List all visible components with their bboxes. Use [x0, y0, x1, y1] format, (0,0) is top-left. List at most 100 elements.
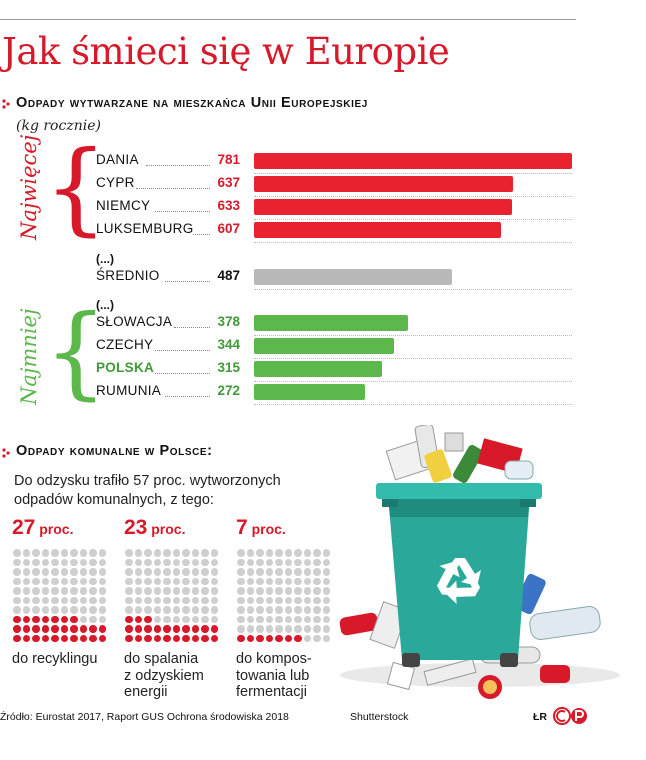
- empty-dot: [201, 568, 209, 576]
- empty-dot: [60, 596, 68, 604]
- empty-dot: [22, 577, 30, 585]
- empty-dot: [163, 577, 171, 585]
- empty-dot: [256, 596, 264, 604]
- stat-percentage: 23 proc.: [124, 516, 185, 540]
- empty-dot: [256, 625, 264, 633]
- empty-dot: [60, 568, 68, 576]
- empty-dot: [246, 549, 254, 557]
- empty-dot: [294, 568, 302, 576]
- empty-dot: [153, 577, 161, 585]
- empty-dot: [237, 558, 245, 566]
- empty-dot: [41, 577, 49, 585]
- empty-dot: [265, 587, 273, 595]
- filled-dot: [89, 634, 97, 642]
- filled-dot: [265, 634, 273, 642]
- bar-label: ŚREDNIO: [96, 268, 160, 283]
- empty-dot: [303, 577, 311, 585]
- filled-dot: [294, 634, 302, 642]
- empty-dot: [134, 587, 142, 595]
- bar-gridline: [254, 335, 572, 336]
- filled-dot: [98, 625, 106, 633]
- bullet-dots-icon: [2, 99, 10, 109]
- empty-dot: [60, 577, 68, 585]
- empty-dot: [51, 568, 59, 576]
- empty-dot: [303, 549, 311, 557]
- bar: [254, 222, 502, 238]
- empty-dot: [70, 549, 78, 557]
- empty-dot: [60, 606, 68, 614]
- empty-dot: [303, 596, 311, 604]
- empty-dot: [22, 558, 30, 566]
- bar-value: 487: [217, 268, 240, 283]
- empty-dot: [22, 606, 30, 614]
- empty-dot: [98, 558, 106, 566]
- empty-dot: [182, 587, 190, 595]
- empty-dot: [89, 549, 97, 557]
- empty-dot: [134, 549, 142, 557]
- empty-dot: [191, 615, 199, 623]
- empty-dot: [237, 606, 245, 614]
- bar-label: SŁOWACJA: [96, 314, 173, 329]
- stat-percentage: 27 proc.: [12, 516, 73, 540]
- empty-dot: [237, 568, 245, 576]
- bar: [254, 176, 514, 192]
- bar-label: POLSKA: [96, 360, 155, 375]
- empty-dot: [294, 606, 302, 614]
- empty-dot: [265, 615, 273, 623]
- filled-dot: [51, 634, 59, 642]
- stat-category-line: fermentacji: [236, 684, 307, 700]
- empty-dot: [246, 558, 254, 566]
- stat-unit: proc.: [247, 521, 286, 537]
- empty-dot: [265, 596, 273, 604]
- image-credit: Shutterstock: [350, 711, 409, 723]
- empty-dot: [163, 606, 171, 614]
- empty-dot: [210, 577, 218, 585]
- empty-dot: [191, 558, 199, 566]
- empty-dot: [294, 625, 302, 633]
- empty-dot: [51, 558, 59, 566]
- empty-dot: [89, 587, 97, 595]
- empty-dot: [265, 558, 273, 566]
- empty-dot: [153, 606, 161, 614]
- empty-dot: [284, 558, 292, 566]
- empty-dot: [32, 606, 40, 614]
- empty-dot: [98, 577, 106, 585]
- empty-dot: [13, 558, 21, 566]
- bar-value: 315: [217, 360, 240, 375]
- empty-dot: [313, 587, 321, 595]
- stat-category: do recyklingu: [12, 651, 97, 668]
- filled-dot: [60, 615, 68, 623]
- filled-dot: [60, 634, 68, 642]
- empty-dot: [79, 558, 87, 566]
- empty-dot: [265, 577, 273, 585]
- empty-dot: [210, 549, 218, 557]
- empty-dot: [191, 606, 199, 614]
- empty-dot: [303, 606, 311, 614]
- page-title: Jak śmieci się w Europie: [2, 30, 450, 73]
- empty-dot: [265, 549, 273, 557]
- empty-dot: [322, 558, 330, 566]
- empty-dot: [153, 596, 161, 604]
- empty-dot: [237, 587, 245, 595]
- empty-dot: [294, 596, 302, 604]
- bar: [254, 361, 383, 377]
- empty-dot: [13, 596, 21, 604]
- empty-dot: [134, 577, 142, 585]
- empty-dot: [134, 596, 142, 604]
- filled-dot: [32, 615, 40, 623]
- empty-dot: [322, 625, 330, 633]
- brace-least-icon: {: [44, 293, 108, 410]
- empty-dot: [210, 568, 218, 576]
- bar-value: 344: [217, 337, 240, 352]
- empty-dot: [22, 549, 30, 557]
- empty-dot: [256, 587, 264, 595]
- empty-dot: [210, 587, 218, 595]
- empty-dot: [41, 596, 49, 604]
- empty-dot: [275, 587, 283, 595]
- empty-dot: [153, 558, 161, 566]
- empty-dot: [144, 549, 152, 557]
- empty-dot: [313, 606, 321, 614]
- percent-dot-grid: [236, 548, 331, 643]
- empty-dot: [98, 587, 106, 595]
- filled-dot: [172, 625, 180, 633]
